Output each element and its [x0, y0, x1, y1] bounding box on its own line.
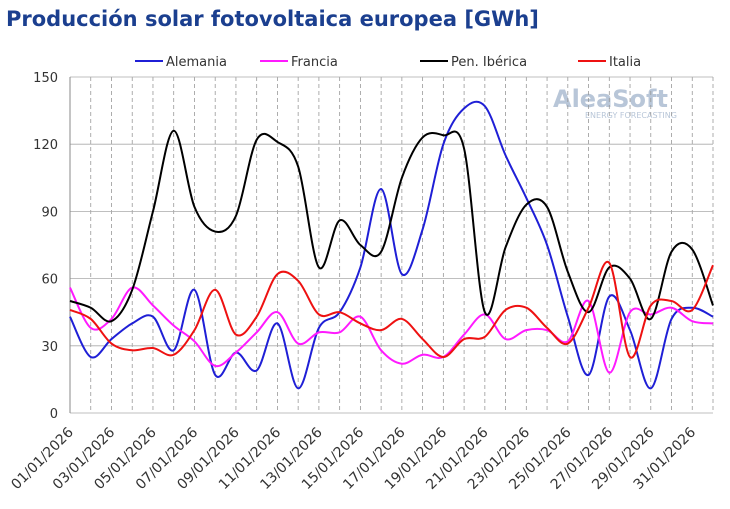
- watermark-sub: ENERGY FORECASTING: [585, 111, 677, 120]
- watermark: AleaSoft: [553, 85, 668, 113]
- legend-label: Pen. Ibérica: [451, 55, 527, 70]
- legend-label: Alemania: [166, 55, 227, 70]
- legend-label: Italia: [609, 55, 641, 70]
- legend-label: Francia: [291, 55, 338, 70]
- y-tick-label: 30: [41, 340, 58, 355]
- series-line: [69, 260, 714, 359]
- y-tick-label: 60: [41, 273, 58, 288]
- series-line: [69, 100, 714, 390]
- y-tick-label: 150: [33, 71, 58, 86]
- chart-title: Producción solar fotovoltaica europea [G…: [6, 7, 539, 31]
- series-line: [69, 286, 714, 374]
- y-tick-label: 90: [41, 205, 58, 220]
- series-line: [69, 129, 714, 323]
- y-tick-label: 120: [33, 138, 58, 153]
- y-tick-label: 0: [50, 407, 58, 422]
